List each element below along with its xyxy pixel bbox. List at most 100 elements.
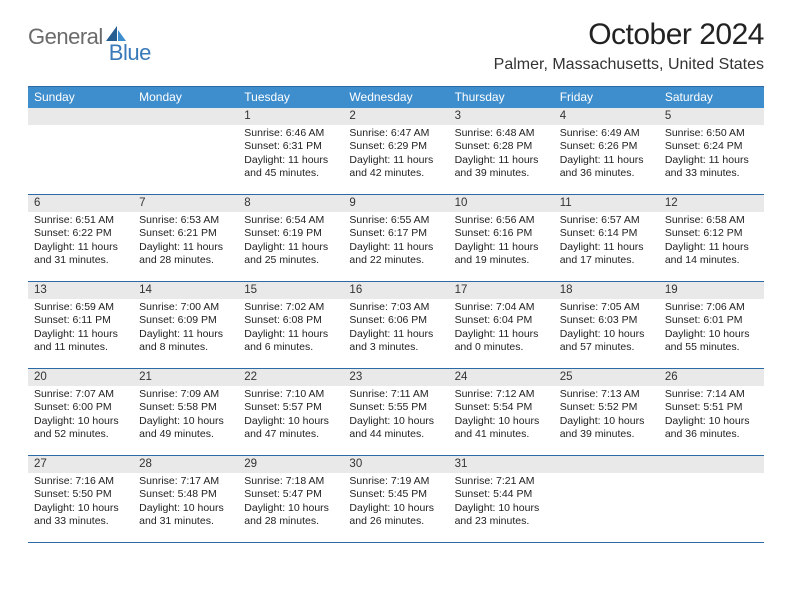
day-body: Sunrise: 7:18 AMSunset: 5:47 PMDaylight:… (238, 473, 343, 533)
day-cell: 21Sunrise: 7:09 AMSunset: 5:58 PMDayligh… (133, 369, 238, 455)
day-cell (28, 108, 133, 194)
sunset-text: Sunset: 6:03 PM (560, 314, 655, 327)
day-cell: 15Sunrise: 7:02 AMSunset: 6:08 PMDayligh… (238, 282, 343, 368)
day-number: 3 (449, 108, 554, 125)
daylight-text: Daylight: 11 hours and 28 minutes. (139, 241, 234, 268)
day-body: Sunrise: 6:57 AMSunset: 6:14 PMDaylight:… (554, 212, 659, 272)
sunset-text: Sunset: 6:21 PM (139, 227, 234, 240)
daylight-text: Daylight: 10 hours and 36 minutes. (665, 415, 760, 442)
day-body: Sunrise: 6:50 AMSunset: 6:24 PMDaylight:… (659, 125, 764, 185)
sunset-text: Sunset: 6:11 PM (34, 314, 129, 327)
day-body: Sunrise: 6:55 AMSunset: 6:17 PMDaylight:… (343, 212, 448, 272)
day-number: 20 (28, 369, 133, 386)
day-cell: 31Sunrise: 7:21 AMSunset: 5:44 PMDayligh… (449, 456, 554, 542)
sunset-text: Sunset: 5:55 PM (349, 401, 444, 414)
sunrise-text: Sunrise: 7:19 AM (349, 475, 444, 488)
sunrise-text: Sunrise: 7:16 AM (34, 475, 129, 488)
day-cell: 8Sunrise: 6:54 AMSunset: 6:19 PMDaylight… (238, 195, 343, 281)
day-body: Sunrise: 7:17 AMSunset: 5:48 PMDaylight:… (133, 473, 238, 533)
header-row: General Blue October 2024 Palmer, Massac… (28, 18, 764, 74)
day-number: 9 (343, 195, 448, 212)
day-body: Sunrise: 6:56 AMSunset: 6:16 PMDaylight:… (449, 212, 554, 272)
daylight-text: Daylight: 10 hours and 52 minutes. (34, 415, 129, 442)
day-cell: 25Sunrise: 7:13 AMSunset: 5:52 PMDayligh… (554, 369, 659, 455)
sunset-text: Sunset: 6:16 PM (455, 227, 550, 240)
sunrise-text: Sunrise: 7:18 AM (244, 475, 339, 488)
day-cell: 6Sunrise: 6:51 AMSunset: 6:22 PMDaylight… (28, 195, 133, 281)
day-cell: 13Sunrise: 6:59 AMSunset: 6:11 PMDayligh… (28, 282, 133, 368)
calendar: Sunday Monday Tuesday Wednesday Thursday… (28, 86, 764, 543)
sunset-text: Sunset: 6:24 PM (665, 140, 760, 153)
day-body: Sunrise: 7:19 AMSunset: 5:45 PMDaylight:… (343, 473, 448, 533)
sunset-text: Sunset: 6:19 PM (244, 227, 339, 240)
day-cell: 24Sunrise: 7:12 AMSunset: 5:54 PMDayligh… (449, 369, 554, 455)
day-cell (133, 108, 238, 194)
day-number: 21 (133, 369, 238, 386)
day-number: 16 (343, 282, 448, 299)
day-body: Sunrise: 6:48 AMSunset: 6:28 PMDaylight:… (449, 125, 554, 185)
daylight-text: Daylight: 11 hours and 14 minutes. (665, 241, 760, 268)
sunrise-text: Sunrise: 6:54 AM (244, 214, 339, 227)
sunrise-text: Sunrise: 6:53 AM (139, 214, 234, 227)
week-row: 20Sunrise: 7:07 AMSunset: 6:00 PMDayligh… (28, 369, 764, 456)
sunset-text: Sunset: 5:50 PM (34, 488, 129, 501)
title-block: October 2024 Palmer, Massachusetts, Unit… (494, 18, 764, 74)
day-number: 29 (238, 456, 343, 473)
day-number (133, 108, 238, 125)
sunset-text: Sunset: 5:57 PM (244, 401, 339, 414)
weekday: Wednesday (343, 87, 448, 108)
day-number (28, 108, 133, 125)
sunset-text: Sunset: 5:51 PM (665, 401, 760, 414)
day-body: Sunrise: 7:07 AMSunset: 6:00 PMDaylight:… (28, 386, 133, 446)
weekday: Tuesday (238, 87, 343, 108)
sunrise-text: Sunrise: 7:12 AM (455, 388, 550, 401)
sunrise-text: Sunrise: 6:47 AM (349, 127, 444, 140)
sunrise-text: Sunrise: 6:48 AM (455, 127, 550, 140)
day-body: Sunrise: 7:05 AMSunset: 6:03 PMDaylight:… (554, 299, 659, 359)
day-body: Sunrise: 6:47 AMSunset: 6:29 PMDaylight:… (343, 125, 448, 185)
day-number: 2 (343, 108, 448, 125)
day-cell: 19Sunrise: 7:06 AMSunset: 6:01 PMDayligh… (659, 282, 764, 368)
day-cell: 2Sunrise: 6:47 AMSunset: 6:29 PMDaylight… (343, 108, 448, 194)
daylight-text: Daylight: 11 hours and 25 minutes. (244, 241, 339, 268)
logo-text-general: General (28, 24, 103, 50)
day-cell: 16Sunrise: 7:03 AMSunset: 6:06 PMDayligh… (343, 282, 448, 368)
daylight-text: Daylight: 10 hours and 55 minutes. (665, 328, 760, 355)
day-cell: 7Sunrise: 6:53 AMSunset: 6:21 PMDaylight… (133, 195, 238, 281)
day-body: Sunrise: 7:04 AMSunset: 6:04 PMDaylight:… (449, 299, 554, 359)
day-body: Sunrise: 7:09 AMSunset: 5:58 PMDaylight:… (133, 386, 238, 446)
week-row: 13Sunrise: 6:59 AMSunset: 6:11 PMDayligh… (28, 282, 764, 369)
sunset-text: Sunset: 6:04 PM (455, 314, 550, 327)
daylight-text: Daylight: 11 hours and 8 minutes. (139, 328, 234, 355)
week-row: 1Sunrise: 6:46 AMSunset: 6:31 PMDaylight… (28, 108, 764, 195)
day-number: 26 (659, 369, 764, 386)
day-body: Sunrise: 7:11 AMSunset: 5:55 PMDaylight:… (343, 386, 448, 446)
daylight-text: Daylight: 10 hours and 39 minutes. (560, 415, 655, 442)
daylight-text: Daylight: 10 hours and 23 minutes. (455, 502, 550, 529)
day-cell: 17Sunrise: 7:04 AMSunset: 6:04 PMDayligh… (449, 282, 554, 368)
sunset-text: Sunset: 5:47 PM (244, 488, 339, 501)
daylight-text: Daylight: 11 hours and 45 minutes. (244, 154, 339, 181)
day-number: 17 (449, 282, 554, 299)
day-cell: 12Sunrise: 6:58 AMSunset: 6:12 PMDayligh… (659, 195, 764, 281)
day-cell: 9Sunrise: 6:55 AMSunset: 6:17 PMDaylight… (343, 195, 448, 281)
day-number: 15 (238, 282, 343, 299)
daylight-text: Daylight: 10 hours and 44 minutes. (349, 415, 444, 442)
sunset-text: Sunset: 5:44 PM (455, 488, 550, 501)
sunset-text: Sunset: 6:00 PM (34, 401, 129, 414)
day-body: Sunrise: 7:06 AMSunset: 6:01 PMDaylight:… (659, 299, 764, 359)
daylight-text: Daylight: 10 hours and 41 minutes. (455, 415, 550, 442)
day-body: Sunrise: 6:58 AMSunset: 6:12 PMDaylight:… (659, 212, 764, 272)
sunrise-text: Sunrise: 6:46 AM (244, 127, 339, 140)
day-number: 14 (133, 282, 238, 299)
weekday: Monday (133, 87, 238, 108)
day-number: 24 (449, 369, 554, 386)
daylight-text: Daylight: 11 hours and 3 minutes. (349, 328, 444, 355)
week-row: 6Sunrise: 6:51 AMSunset: 6:22 PMDaylight… (28, 195, 764, 282)
day-cell: 26Sunrise: 7:14 AMSunset: 5:51 PMDayligh… (659, 369, 764, 455)
day-body: Sunrise: 7:03 AMSunset: 6:06 PMDaylight:… (343, 299, 448, 359)
day-number: 22 (238, 369, 343, 386)
day-body (554, 473, 659, 479)
daylight-text: Daylight: 11 hours and 6 minutes. (244, 328, 339, 355)
sunset-text: Sunset: 6:14 PM (560, 227, 655, 240)
